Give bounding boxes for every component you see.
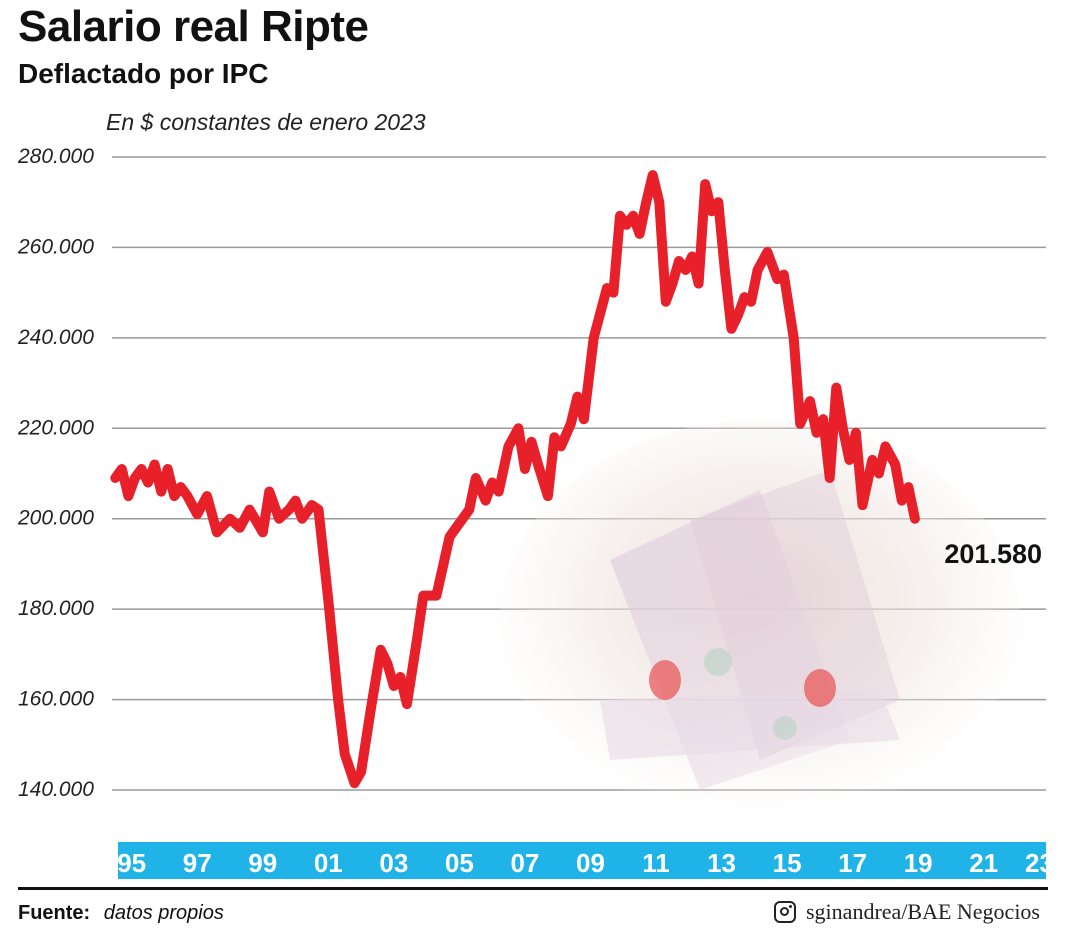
credit: sginandrea/BAE Negocios <box>774 899 1040 925</box>
y-tick-label-4: 200.000 <box>17 507 94 530</box>
x-tick-label-9: 13 <box>707 848 736 878</box>
x-axis-band <box>118 842 1046 879</box>
instagram-icon <box>774 901 796 923</box>
x-tick-label-5: 05 <box>445 848 474 878</box>
unit-note: En $ constantes de enero 2023 <box>106 109 426 135</box>
x-tick-label-2: 99 <box>248 848 277 878</box>
x-tick-label-4: 03 <box>379 848 408 878</box>
source-label: Fuente: <box>18 902 91 924</box>
chart-subtitle: Deflactado por IPC <box>18 58 269 89</box>
y-tick-label-7: 140.000 <box>18 778 94 801</box>
credit-text: sginandrea/BAE Negocios <box>806 899 1040 924</box>
source-text: datos propios <box>103 902 224 924</box>
footer-rule <box>18 887 1048 890</box>
x-tick-label-6: 07 <box>510 848 539 878</box>
series-group <box>110 170 920 789</box>
x-axis-ticks: 95 97 99 01 03 05 07 09 11 13 15 17 19 21 23 <box>117 848 1054 878</box>
x-tick-label-7: 09 <box>576 848 605 878</box>
y-axis-ticks: 280.000 260.000 240.000 220.000 200.000 180.0… <box>17 145 94 801</box>
x-tick-label-1: 97 <box>183 848 212 878</box>
y-tick-label-3: 220.000 <box>17 416 94 439</box>
x-tick-label-14: 23 <box>1025 848 1054 878</box>
x-tick-label-13: 21 <box>969 848 998 878</box>
y-tick-label-2: 240.000 <box>17 326 94 349</box>
source-note: Fuente: datos propios <box>18 902 224 925</box>
end-value-label: 201.580 <box>944 539 1042 569</box>
y-tick-label-0: 280.000 <box>17 145 94 168</box>
y-tick-label-1: 260.000 <box>17 235 94 258</box>
y-tick-label-5: 180.000 <box>18 597 94 620</box>
chart-title: Salario real Ripte <box>18 2 369 51</box>
x-tick-label-0: 95 <box>117 848 146 878</box>
x-tick-label-10: 15 <box>773 848 802 878</box>
x-tick-label-3: 01 <box>314 848 343 878</box>
banknotes-photo <box>500 420 1020 820</box>
x-tick-label-8: 11 <box>642 848 670 878</box>
line-chart: 280.000 260.000 240.000 220.000 200.000 180.0… <box>17 145 1054 879</box>
end-value-group: 201.580 <box>944 539 1042 569</box>
series-line-0 <box>110 170 920 789</box>
y-tick-label-6: 160.000 <box>18 688 94 711</box>
x-tick-label-12: 19 <box>904 848 933 878</box>
x-tick-label-11: 17 <box>838 848 867 878</box>
